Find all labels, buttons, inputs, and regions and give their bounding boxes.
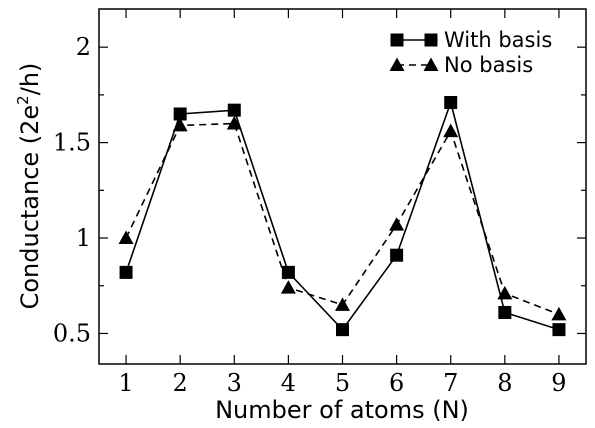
y-tick-label: 0.5 (53, 319, 91, 347)
x-tick-label: 5 (335, 369, 350, 397)
data-point-square (498, 305, 512, 319)
data-point-triangle (389, 217, 405, 231)
legend-marker-square (390, 33, 404, 47)
data-point-triangle (443, 123, 459, 138)
data-point-triangle (280, 280, 296, 294)
series-line (125, 122, 560, 316)
data-point-square (444, 96, 458, 110)
x-tick-label: 8 (497, 369, 512, 397)
legend-marker-square (424, 33, 438, 47)
data-point-square (119, 265, 133, 279)
data-point-square (390, 248, 404, 262)
x-tick-label: 2 (173, 369, 188, 397)
legend-label: No basis (444, 53, 533, 77)
legend-marker-triangle (389, 57, 405, 71)
series-square (119, 96, 566, 337)
x-tick-label: 4 (281, 369, 296, 397)
data-point-triangle (335, 297, 350, 311)
y-axis-title: Conductance (2e2/h) (14, 63, 44, 310)
legend-label: With basis (444, 28, 552, 52)
y-axis-title-tail: /h) (16, 63, 44, 96)
y-tick-label: 1.5 (53, 129, 91, 157)
legend-entry: With basis (390, 28, 552, 52)
x-tick-label: 9 (551, 369, 566, 397)
y-axis-title-main: Conductance (2e (16, 105, 44, 310)
data-series (118, 96, 567, 337)
axis-ticks: 1 2 3 4 5 6 7 8 9 0.5 1 1.5 2 (53, 9, 586, 397)
y-tick-label: 2 (76, 33, 91, 61)
y-axis-title-superscript: 2 (14, 95, 32, 105)
data-point-triangle (172, 117, 188, 132)
data-point-square (227, 103, 241, 117)
legend-marker-triangle (423, 57, 439, 71)
legend-entry: No basis (389, 53, 533, 77)
data-point-square (552, 323, 566, 337)
data-point-triangle (226, 116, 242, 130)
data-point-square (281, 265, 295, 279)
data-point-triangle (497, 285, 513, 300)
x-tick-label: 1 (118, 369, 133, 397)
data-point-square (173, 107, 187, 121)
series-triangle (118, 116, 567, 321)
x-tick-label: 6 (389, 369, 404, 397)
x-tick-label: 7 (443, 369, 458, 397)
data-point-triangle (118, 230, 134, 245)
data-point-triangle (551, 306, 567, 321)
data-point-square (336, 323, 349, 337)
y-tick-label: 1 (76, 224, 91, 252)
series-line (125, 99, 560, 331)
x-axis-title: Number of atoms (N) (215, 396, 469, 424)
x-tick-label: 3 (227, 369, 242, 397)
